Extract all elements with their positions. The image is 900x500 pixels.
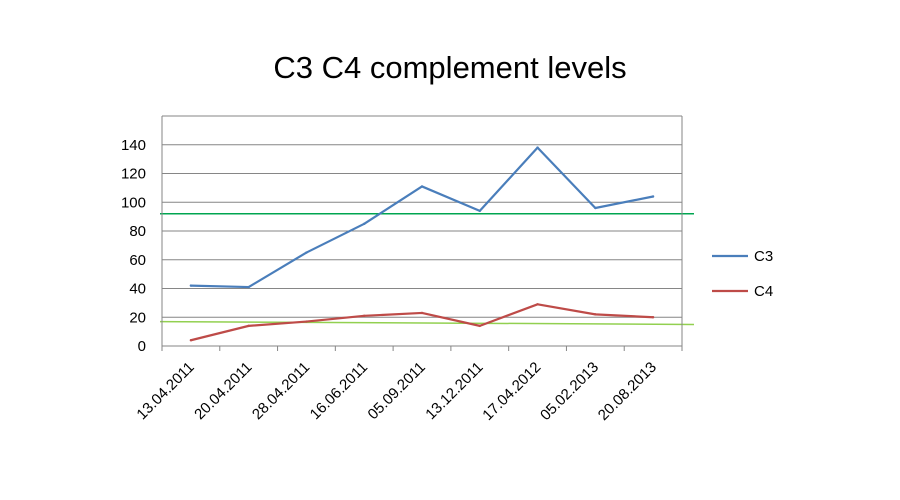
x-tick-label: 13.12.2011 (422, 359, 486, 423)
data-point-c4 (536, 303, 539, 306)
data-point-c3 (363, 222, 366, 226)
data-point-c3 (305, 251, 308, 254)
data-point-c3 (478, 209, 481, 213)
data-point-c4 (189, 339, 193, 342)
series-lines (189, 146, 655, 342)
y-tick-label: 0 (138, 338, 146, 355)
chart-title: C3 C4 complement levels (273, 50, 627, 85)
data-point-c3 (247, 285, 250, 289)
data-point-c4 (594, 313, 597, 316)
y-tick-label: 20 (129, 309, 146, 326)
y-tick-label: 60 (129, 252, 146, 269)
data-point-c3 (189, 284, 193, 287)
x-tick-label: 16.06.2011 (307, 359, 371, 423)
legend-label-c3: C3 (754, 248, 773, 265)
data-point-c4 (363, 314, 366, 318)
data-point-c4 (651, 316, 655, 319)
gridlines (162, 115, 682, 347)
axes (161, 116, 683, 351)
y-tick-labels: 0 20 40 60 80 100 120 140 (121, 137, 146, 355)
data-point-c4 (305, 320, 308, 323)
data-point-c3 (536, 146, 539, 149)
x-tick-label: 05.09.2011 (365, 359, 429, 423)
x-tick-labels: 13.04.201120.04.201128.04.201116.06.2011… (133, 359, 660, 424)
y-tick-label: 80 (129, 223, 146, 240)
x-tick-label: 17.04.2012 (479, 359, 544, 424)
data-point-c4 (478, 324, 481, 328)
x-tick-label: 20.04.2011 (191, 359, 255, 423)
data-point-c3 (594, 206, 597, 210)
x-tick-label: 20.08.2013 (595, 359, 660, 424)
y-tick-label: 140 (121, 137, 146, 154)
series-line-c3 (190, 146, 654, 289)
data-point-c4 (420, 311, 424, 315)
reference-lines (159, 213, 695, 326)
y-tick-label: 120 (121, 166, 146, 183)
x-tick-label: 05.02.2013 (537, 359, 602, 424)
legend: C3 C4 (712, 248, 773, 300)
data-point-c3 (651, 195, 655, 198)
data-point-c4 (247, 324, 250, 328)
legend-label-c4: C4 (754, 283, 773, 300)
y-tick-label: 100 (121, 194, 146, 211)
data-point-c3 (420, 185, 424, 188)
y-tick-label: 40 (129, 281, 146, 298)
x-tick-label: 13.04.2011 (133, 359, 197, 423)
reference-line-2 (159, 320, 695, 326)
x-tick-label: 28.04.2011 (249, 359, 313, 423)
